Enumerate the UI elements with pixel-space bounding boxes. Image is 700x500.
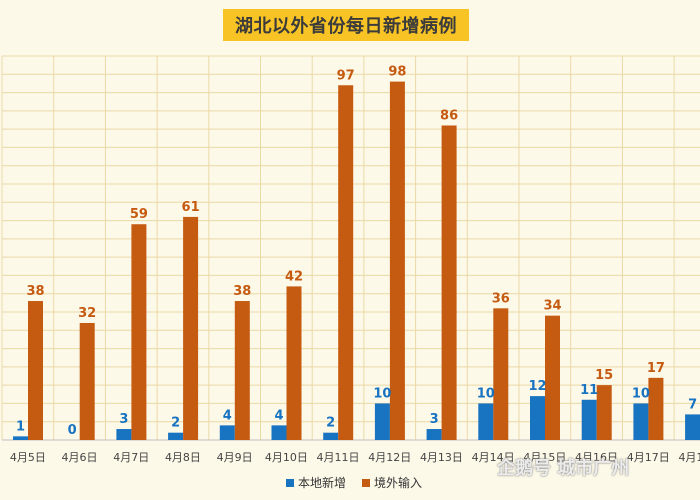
data-label-local: 0	[68, 423, 77, 438]
legend-label-imported: 境外输入	[374, 476, 423, 490]
x-tick-label: 4月9日	[217, 451, 253, 464]
x-tick-label: 4月6日	[62, 451, 98, 464]
bar-local	[530, 396, 545, 440]
x-tick-label: 4月14日	[472, 451, 515, 464]
x-tick-label: 4月17日	[627, 451, 670, 464]
bar-imported	[441, 125, 457, 440]
data-labels: 1 38 0 32 3 59 2 61 4 38 4 42 2 97 10 98 3 86 10 36 12 34 1115…	[16, 65, 697, 438]
watermark-text: 企鹅号 城市广州	[497, 458, 630, 479]
legend-swatch-local	[286, 478, 294, 487]
bar-imported	[234, 301, 250, 440]
x-tick-label: 4月8日	[165, 451, 201, 464]
bar-imported	[286, 286, 302, 440]
x-tick-label: 4月13日	[420, 451, 463, 464]
data-label-local: 3	[430, 412, 439, 427]
data-label-local: 10	[477, 386, 495, 401]
x-tick-label: 4月5日	[10, 451, 46, 464]
data-label-local: 10	[373, 386, 391, 401]
bar-local	[13, 436, 28, 440]
data-label-imported: 97	[337, 68, 355, 83]
data-label-imported: 32	[78, 306, 96, 321]
bar-local	[581, 399, 597, 440]
x-tick-label: 4月12日	[368, 451, 411, 464]
data-label-local: 12	[528, 379, 546, 394]
bar-imported	[389, 81, 405, 440]
data-label-local: 3	[119, 412, 128, 427]
bar-local	[478, 403, 494, 440]
legend-swatch-imported	[362, 478, 371, 487]
bar-imported	[545, 315, 560, 440]
data-label-imported: 34	[543, 299, 561, 314]
chart-title-box: 湖北以外省份每日新增病例	[223, 9, 469, 41]
x-tick-label: 4月15日	[523, 451, 566, 464]
data-label-local: 7	[688, 397, 697, 412]
bar-imported	[493, 308, 509, 440]
data-label-imported: 38	[26, 284, 44, 299]
x-tick-label: 4月11日	[317, 451, 360, 464]
bar-imported	[28, 301, 43, 440]
data-label-imported: 61	[182, 200, 200, 215]
data-label-imported: 59	[130, 207, 148, 222]
data-label-imported: 98	[388, 65, 406, 80]
bar-local	[168, 432, 184, 440]
bar-local	[271, 425, 287, 440]
bars	[13, 81, 700, 440]
x-tick-label: 4月18日	[678, 451, 700, 464]
legend-item-imported: 境外输入	[362, 474, 422, 491]
data-label-local: 2	[171, 416, 180, 431]
bar-imported	[131, 224, 147, 440]
bar-local	[323, 432, 339, 440]
x-tick-label: 4月10日	[265, 451, 308, 464]
x-axis: 4月5日 4月6日 4月7日 4月8日 4月9日 4月10日 4月11日 4月12日 4月13日…	[10, 451, 700, 464]
bar-local	[219, 425, 235, 440]
bar-imported	[596, 385, 612, 440]
data-label-imported: 36	[492, 291, 510, 306]
bar-local	[685, 414, 700, 440]
x-tick-label: 4月16日	[575, 451, 618, 464]
legend: 本地新增 境外输入	[286, 474, 438, 491]
legend-item-local: 本地新增	[286, 474, 346, 491]
data-label-imported: 42	[285, 269, 303, 284]
data-label-imported: 17	[647, 361, 665, 376]
bar-local	[426, 429, 442, 440]
data-label-local: 2	[326, 416, 335, 431]
bar-imported	[648, 377, 664, 440]
legend-label-local: 本地新增	[298, 476, 347, 490]
x-tick-label: 4月7日	[113, 451, 149, 464]
bar-imported	[338, 85, 354, 440]
data-label-imported: 86	[440, 108, 458, 123]
chart-title: 湖北以外省份每日新增病例	[235, 16, 457, 37]
data-label-local: 4	[274, 408, 283, 423]
data-label-imported: 15	[595, 368, 613, 383]
data-label-local: 1	[16, 419, 25, 434]
bar-imported	[79, 322, 95, 440]
bar-imported	[183, 216, 199, 440]
data-label-imported: 38	[233, 284, 251, 299]
data-label-local: 11	[580, 383, 598, 398]
bar-local	[374, 403, 390, 440]
data-label-local: 4	[223, 408, 232, 423]
bar-local	[116, 429, 132, 440]
bar-local	[633, 403, 649, 440]
data-label-local: 10	[632, 386, 650, 401]
